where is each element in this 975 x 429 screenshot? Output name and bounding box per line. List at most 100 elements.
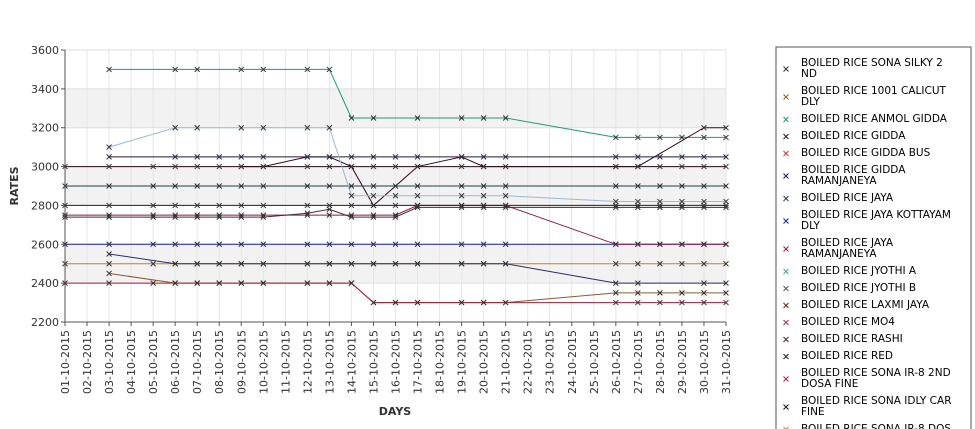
data-point (612, 241, 619, 248)
data-point (679, 183, 685, 189)
data-point (480, 204, 487, 211)
legend-label: BOILED RICE GIDDA (801, 130, 906, 142)
data-point (723, 198, 729, 205)
data-point (701, 260, 707, 267)
x-tick-label: 29-10-2015 (676, 330, 689, 394)
legend-marker (783, 195, 789, 202)
data-point (150, 280, 156, 286)
data-point (194, 202, 201, 209)
data-point (348, 260, 355, 267)
data-point (326, 212, 333, 218)
data-point (238, 260, 245, 267)
data-point (414, 260, 421, 267)
data-point (216, 183, 223, 189)
data-point (723, 163, 729, 170)
data-point (194, 163, 201, 170)
data-point (723, 124, 729, 131)
data-point (106, 183, 112, 189)
data-point (502, 299, 509, 306)
data-point (106, 154, 112, 160)
data-point (679, 204, 685, 211)
legend-label: BOILED RICE GIDDA (801, 164, 906, 176)
data-point (260, 214, 267, 220)
legend-box (775, 46, 972, 429)
y-tick-label: 2400 (31, 277, 59, 290)
data-point (194, 212, 201, 218)
legend-label: BOILED RICE SONA IDLY CAR (801, 395, 952, 407)
data-point (172, 154, 179, 160)
data-point (414, 202, 421, 209)
data-point (612, 163, 619, 170)
data-point (216, 212, 223, 218)
legend-label: DLY (801, 220, 821, 232)
legend-label: FINE (801, 406, 825, 418)
legend-label: BOILED RICE MO4 (801, 316, 895, 328)
data-point (150, 202, 156, 209)
data-point (106, 214, 112, 220)
x-tick-label: 08-10-2015 (213, 330, 226, 394)
data-point (304, 212, 311, 218)
data-point (701, 299, 707, 306)
legend-marker (783, 150, 789, 157)
data-point (723, 204, 729, 211)
x-tick-label: 14-10-2015 (345, 330, 358, 394)
data-point (194, 280, 201, 286)
data-point (238, 280, 245, 286)
data-point (348, 183, 355, 189)
data-point (194, 124, 201, 131)
legend-marker (783, 246, 789, 252)
legend-marker (783, 268, 789, 275)
data-point (502, 115, 509, 121)
data-point (502, 154, 509, 160)
data-point (701, 198, 707, 205)
x-tick-label: 26-10-2015 (610, 330, 623, 394)
data-point (260, 241, 267, 248)
y-axis-title: RATES (8, 166, 21, 205)
legend-label: BOILED RICE LAXMI JAYA (801, 299, 930, 311)
x-tick-label: 02-10-2015 (81, 330, 94, 394)
data-point (172, 241, 179, 248)
data-point (172, 260, 179, 267)
x-tick-label: 23-10-2015 (544, 330, 557, 394)
data-point (502, 202, 509, 209)
data-point (172, 183, 179, 189)
data-point (260, 260, 267, 267)
data-point (348, 214, 355, 220)
data-point (414, 204, 421, 211)
data-point (392, 212, 399, 218)
x-tick-label: 06-10-2015 (169, 330, 182, 394)
data-point (679, 163, 685, 170)
data-point (480, 241, 487, 248)
data-point (392, 299, 399, 306)
data-point (370, 183, 377, 189)
data-point (701, 134, 707, 141)
data-point (392, 163, 399, 170)
data-point (612, 204, 619, 211)
data-point (348, 192, 355, 199)
x-tick-label: 17-10-2015 (412, 330, 425, 394)
data-point (216, 280, 223, 286)
data-point (238, 163, 245, 170)
x-tick-labels: 01-10-2015 02-10-2015 03-10-2015 04-10-2015… (59, 322, 733, 394)
data-point (502, 192, 509, 199)
data-point (635, 290, 641, 296)
data-point (370, 115, 377, 121)
legend-marker (783, 376, 789, 382)
x-tick-label: 22-10-2015 (522, 330, 535, 394)
data-point (414, 163, 421, 170)
data-point (657, 183, 663, 189)
x-tick-label: 19-10-2015 (456, 330, 469, 394)
series-markers (62, 66, 729, 306)
legend-label: BOILED RICE RASHI (801, 333, 903, 345)
data-point (458, 183, 465, 189)
data-point (502, 163, 509, 170)
data-point (392, 241, 399, 248)
data-point (260, 212, 267, 218)
data-point (480, 154, 487, 160)
data-point (392, 183, 399, 189)
data-point (194, 214, 201, 220)
x-tick-label: 10-10-2015 (257, 330, 270, 394)
data-point (326, 124, 333, 131)
data-point (701, 280, 707, 286)
data-point (635, 260, 641, 267)
